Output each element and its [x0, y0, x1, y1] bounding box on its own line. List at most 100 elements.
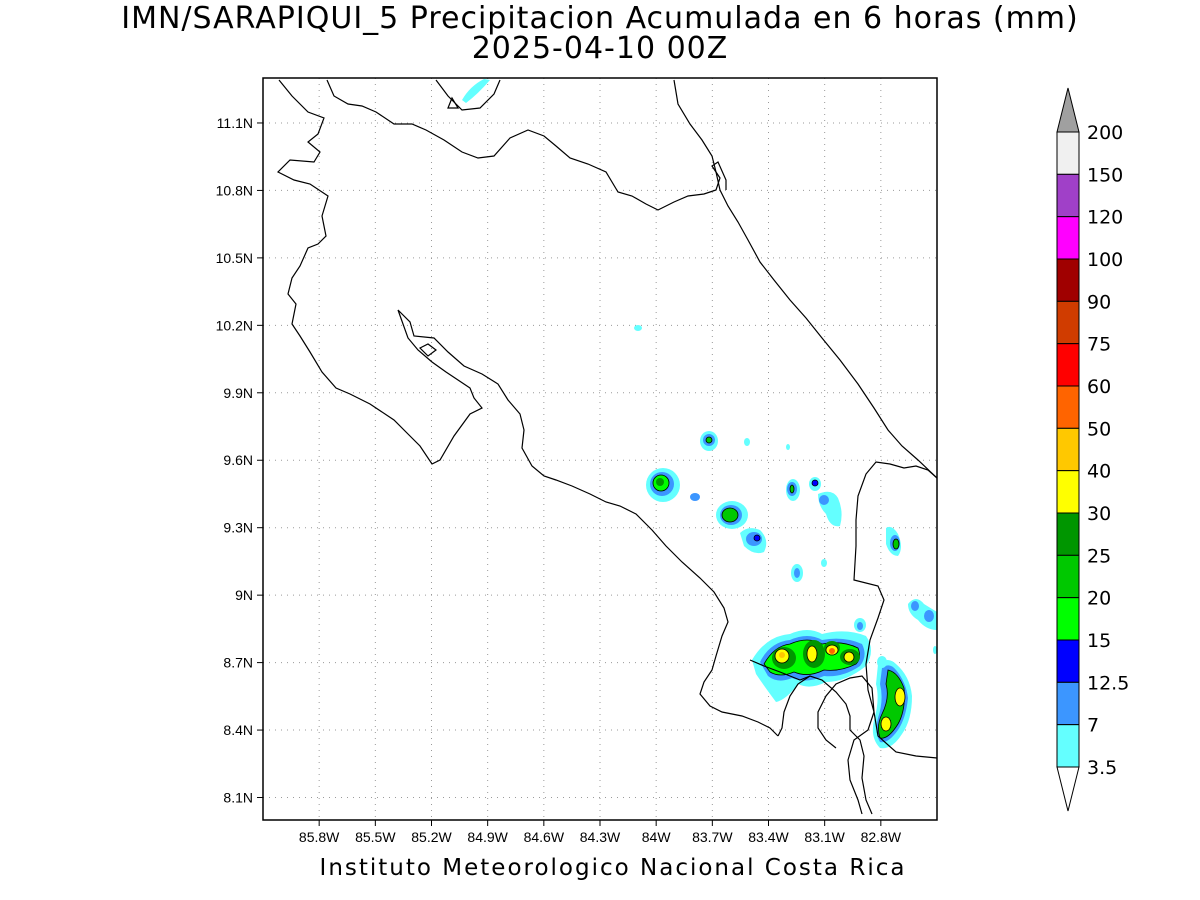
- colorbar-label: 200: [1087, 122, 1123, 144]
- colorbar-segment: [1056, 427, 1080, 472]
- axis-labels: 85.8W 85.5W 85.2W 84.9W 84.6W 84.3W 84W 83.7W 83…: [216, 115, 902, 845]
- border-panama: [853, 461, 938, 665]
- precip-blob-cyan: [933, 646, 937, 654]
- precip-blob-cyan: [634, 325, 642, 331]
- precip-blob-yellow: [843, 651, 855, 663]
- precip-blob-orange: [829, 648, 835, 654]
- colorbar-segment: [1056, 300, 1080, 345]
- colorbar-segment: [1056, 724, 1080, 768]
- colorbar-label: 3.5: [1087, 757, 1117, 779]
- precip-blob-blue: [811, 479, 819, 487]
- y-tick-label: 8.1N: [223, 790, 253, 806]
- x-tick-label: 83.7W: [692, 829, 733, 845]
- precipitation-fields: [462, 79, 937, 749]
- colorbar-label: 90: [1087, 291, 1111, 313]
- coastline-island: [418, 343, 437, 357]
- colorbar-label: 40: [1087, 461, 1111, 483]
- colorbar-label: 150: [1087, 164, 1123, 186]
- colorbar-label: 60: [1087, 376, 1111, 398]
- precip-blob-lightblue: [857, 622, 863, 630]
- x-tick-label: 84.9W: [467, 829, 508, 845]
- x-tick-label: 83.1W: [804, 829, 845, 845]
- colorbar-segment: [1056, 554, 1080, 599]
- coastline-osa: [777, 675, 873, 815]
- coastline-caribbean: [673, 79, 938, 479]
- x-tick-label: 84W: [642, 829, 672, 845]
- colorbar-segment: [1056, 681, 1080, 726]
- coastline-golfo-dulce: [749, 659, 811, 681]
- precip-blob-lightblue: [911, 601, 919, 611]
- coastline-lake: [435, 79, 501, 111]
- border-nicaragua: [326, 79, 727, 211]
- colorbar-segment: [1056, 470, 1080, 514]
- x-tick-label: 84.6W: [524, 829, 565, 845]
- colorbar-segment: [1056, 173, 1080, 218]
- colorbar-segment: [1056, 131, 1080, 175]
- precip-blob-green: [705, 436, 713, 444]
- border-panama-south: [865, 663, 938, 759]
- colorbar-label: 25: [1087, 545, 1111, 567]
- colorbar-label: 12.5: [1087, 672, 1129, 694]
- x-tick-label: 84.3W: [580, 829, 621, 845]
- colorbar-label: 7: [1087, 715, 1099, 737]
- colorbar-label: 15: [1087, 630, 1111, 652]
- precip-blob-cyan: [786, 444, 790, 450]
- y-tick-label: 8.7N: [223, 655, 253, 671]
- colorbar-segment: [1056, 639, 1080, 683]
- colorbar-segment: [1056, 597, 1080, 641]
- precip-blob-blue: [753, 534, 761, 542]
- colorbar-label: 120: [1087, 207, 1123, 229]
- colorbar-segment: [1056, 258, 1080, 302]
- precip-blob-yellow: [880, 716, 892, 732]
- precip-blob-cyan: [821, 559, 827, 567]
- x-tick-label: 85.5W: [355, 829, 396, 845]
- precip-blob-cyan: [877, 656, 887, 668]
- y-tick-label: 10.2N: [216, 317, 253, 333]
- x-tick-label: 85.8W: [299, 829, 340, 845]
- precip-blob-green: [721, 507, 739, 523]
- colorbar-segment: [1056, 385, 1080, 429]
- colorbar-segment: [1056, 343, 1080, 387]
- precip-blob-green: [892, 538, 900, 550]
- y-tick-label: 11.1N: [217, 115, 253, 131]
- x-tick-label: 85.2W: [411, 829, 452, 845]
- precip-blob-cyan: [744, 438, 750, 446]
- footer-credit: Instituto Meteorologico Nacional Costa R…: [319, 855, 907, 881]
- precip-blob-lightblue: [819, 495, 829, 505]
- precip-blob-yellow: [806, 645, 818, 663]
- colorbar-segment: [1056, 512, 1080, 556]
- precip-blob-darkgreen: [656, 478, 664, 486]
- y-tick-label: 9.9N: [223, 385, 253, 401]
- colorbar-over-triangle: [1056, 87, 1080, 133]
- x-tick-label: 83.4W: [748, 829, 789, 845]
- colorbar-label: 30: [1087, 503, 1111, 525]
- precip-blob-lightblue: [924, 610, 934, 622]
- precip-blob-lightblue: [690, 493, 700, 501]
- colorbar-label: 20: [1087, 588, 1111, 610]
- precip-blob-yellow: [894, 687, 906, 707]
- chart-subtitle: 2025-04-10 00Z: [471, 31, 729, 66]
- colorbar-under-triangle: [1056, 766, 1080, 812]
- x-tick-label: 82.8W: [861, 829, 902, 845]
- coastlines: [276, 79, 938, 815]
- coastline-islet: [447, 96, 460, 109]
- chart-title: IMN/SARAPIQUI_5 Precipitacion Acumulada …: [121, 1, 1079, 36]
- y-tick-label: 9.3N: [223, 520, 253, 536]
- colorbar-label: 75: [1087, 334, 1111, 356]
- coastline-pacific-north: [276, 79, 779, 737]
- y-tick-label: 8.4N: [223, 722, 253, 738]
- y-tick-label: 9.6N: [223, 452, 253, 468]
- colorbar-segment: [1056, 216, 1080, 260]
- precip-blob-gold: [779, 652, 785, 658]
- grid-lines: [263, 78, 937, 820]
- y-tick-label: 9N: [235, 587, 253, 603]
- precip-blob-lightblue: [794, 568, 800, 578]
- colorbar-label: 50: [1087, 418, 1111, 440]
- precip-blob-green: [789, 484, 795, 494]
- y-tick-label: 10.5N: [216, 250, 253, 266]
- colorbar-label: 100: [1087, 249, 1123, 271]
- colorbar: 200 150 120 100 90 75 60 50 40 30 25 20 15 12.5 7 3.5: [1056, 87, 1129, 812]
- y-tick-label: 10.8N: [216, 182, 253, 198]
- precip-blob-cyan: [462, 79, 490, 103]
